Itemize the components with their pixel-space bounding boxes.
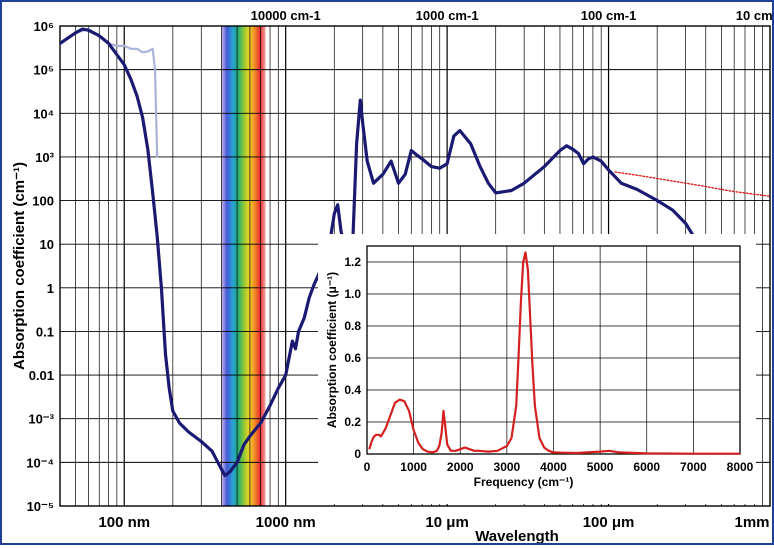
left-tick-label: 10⁶ <box>34 19 54 34</box>
inset-y-tick-label: 0.4 <box>344 383 361 397</box>
inset-x-tick-label: 6000 <box>633 460 660 474</box>
inset-y-tick-label: 0.8 <box>344 319 361 333</box>
top-tick-label: 100 cm-1 <box>581 8 637 23</box>
inset-x-tick-label: 1000 <box>400 460 427 474</box>
left-tick-label: 0.1 <box>36 324 54 339</box>
inset-x-axis-title: Frequency (cm⁻¹) <box>474 475 574 489</box>
top-tick-label: 1000 cm-1 <box>416 8 479 23</box>
left-tick-label: 0.01 <box>29 368 54 383</box>
left-tick-label: 1 <box>47 281 54 296</box>
inset-y-tick-label: 1.0 <box>344 287 361 301</box>
inset-y-tick-label: 0.2 <box>344 415 361 429</box>
top-tick-label: 10000 cm-1 <box>251 8 321 23</box>
inset-x-tick-label: 3000 <box>494 460 521 474</box>
inset-x-tick-label: 2000 <box>447 460 474 474</box>
left-tick-label: 10⁻⁵ <box>27 499 54 514</box>
inset-x-tick-label: 5000 <box>587 460 614 474</box>
main-plot-border <box>59 25 771 507</box>
left-tick-label: 10 <box>40 237 54 252</box>
inset-y-tick-label: 1.2 <box>344 255 361 269</box>
left-tick-label: 10³ <box>35 150 54 165</box>
left-tick-label: 10⁴ <box>33 106 54 121</box>
main-x-axis-title: Wavelength <box>475 528 559 543</box>
inset-plot-border <box>366 245 741 455</box>
top-tick-label: 10 cm-1 <box>736 8 772 23</box>
left-tick-label: 10⁵ <box>33 63 54 78</box>
left-tick-label: 10⁻⁴ <box>26 455 54 470</box>
dotted-extension-curve <box>614 171 770 197</box>
inset-x-tick-label: 0 <box>364 460 371 474</box>
left-tick-label: 10⁻³ <box>28 412 54 427</box>
bottom-tick-label: 10 μm <box>425 514 468 531</box>
inset-x-tick-label: 4000 <box>540 460 567 474</box>
inset-x-tick-label: 7000 <box>680 460 707 474</box>
bottom-tick-label: 100 nm <box>98 514 150 531</box>
visible-spectrum-band <box>221 26 266 506</box>
bottom-tick-label: 100 μm <box>583 514 635 531</box>
inset-y-tick-label: 0 <box>354 447 361 461</box>
inset-y-axis-title: Absorption coefficient (μ⁻¹) <box>325 272 339 428</box>
bottom-tick-label: 1mm <box>734 514 769 531</box>
inset-background <box>318 234 756 504</box>
main-y-axis-title: Absorption coefficient (cm⁻¹) <box>11 162 28 370</box>
inset-x-tick-label: 8000 <box>727 460 754 474</box>
left-tick-label: 100 <box>32 194 54 209</box>
inset-absorption-curve <box>368 251 740 455</box>
bottom-tick-label: 1000 nm <box>256 514 316 531</box>
inset-y-tick-label: 0.6 <box>344 351 361 365</box>
